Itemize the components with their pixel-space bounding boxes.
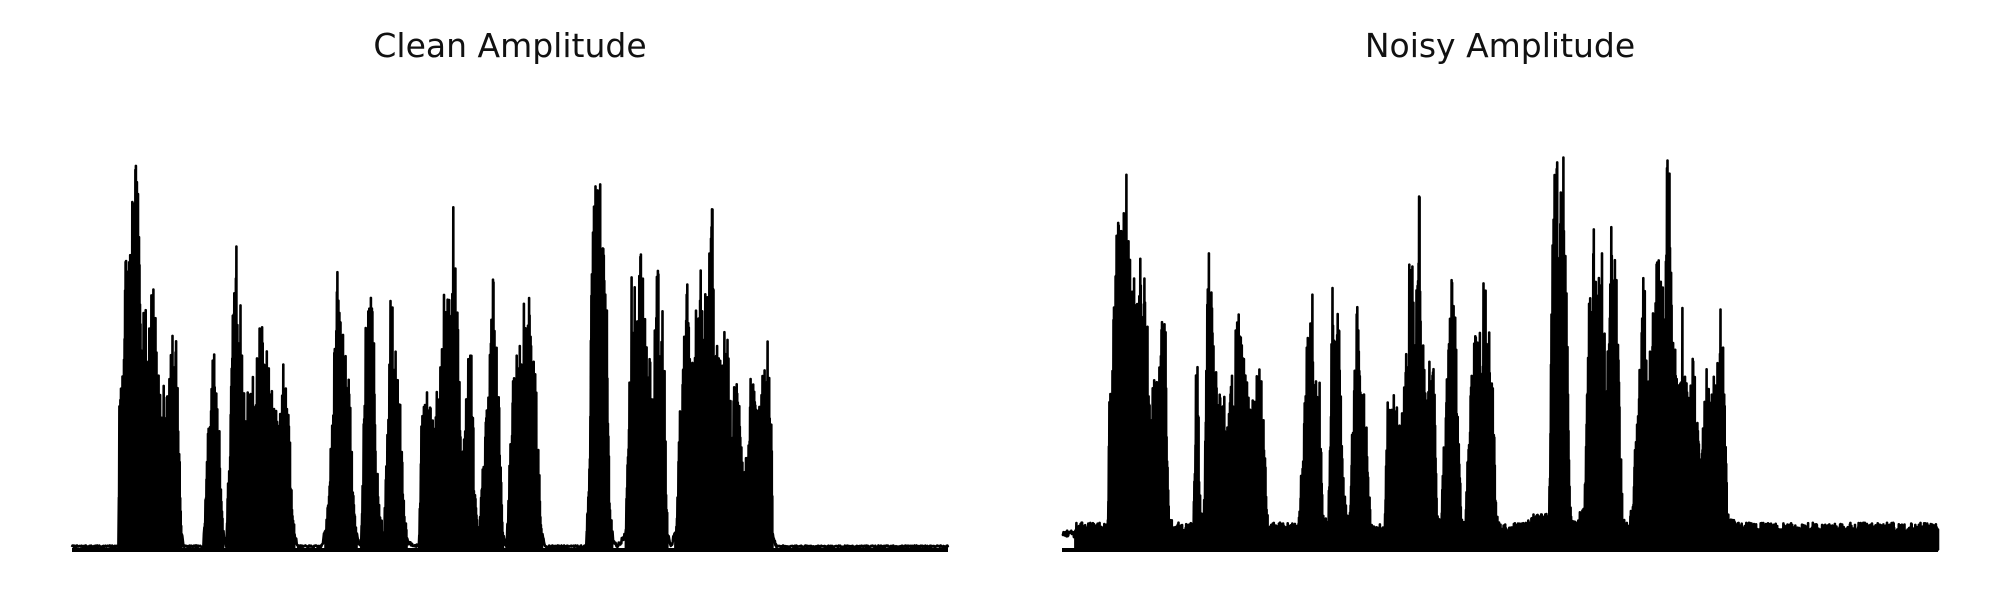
amplitude-waveform-line (70, 164, 950, 552)
chart-title: Noisy Amplitude (1364, 26, 1636, 65)
amplitude-waveform-line (1061, 156, 1940, 552)
clean-amplitude-plot (70, 164, 950, 552)
noisy-amplitude-plot (1061, 156, 1940, 552)
clean-amplitude-chart: Clean Amplitude (70, 26, 950, 552)
noisy-amplitude-chart: Noisy Amplitude (1000, 0, 2000, 600)
chart-title: Clean Amplitude (373, 26, 647, 65)
